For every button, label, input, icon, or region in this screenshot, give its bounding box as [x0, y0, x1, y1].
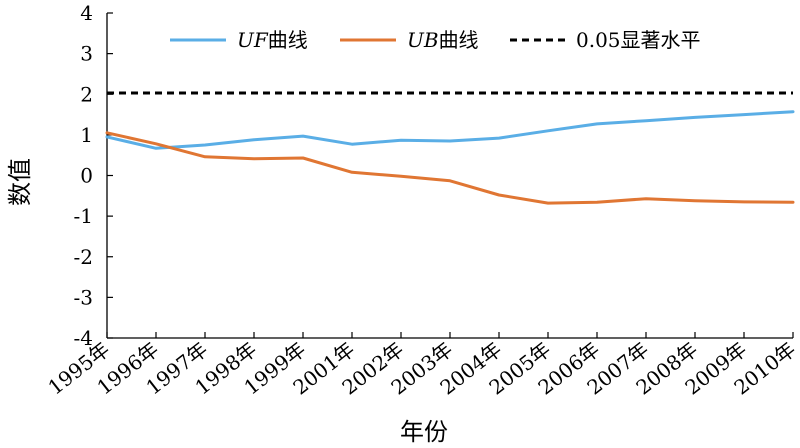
plot-area [105, 91, 795, 205]
y-tick-label: -4 [74, 326, 93, 350]
y-tick-label: 3 [80, 42, 93, 66]
legend-label-0: UF曲线 [237, 28, 308, 52]
y-tick-label: 4 [80, 1, 93, 25]
series-line-0 [105, 110, 795, 150]
x-axis-title: 年份 [400, 418, 448, 446]
y-tick-label: 0 [80, 164, 93, 188]
y-tick-label: -2 [74, 245, 93, 269]
series-line-1 [105, 131, 795, 205]
legend: UF曲线 UB曲线 0.05显著水平 [170, 28, 701, 52]
legend-label-1: UB曲线 [407, 28, 479, 52]
y-axis-title: 数值 [6, 158, 34, 206]
y-tick-label: -3 [74, 285, 93, 309]
y-tick-label: 2 [80, 82, 93, 106]
y-tick-label: -1 [74, 204, 93, 228]
y-tick-label: 1 [80, 123, 93, 147]
legend-label-2: 0.05显著水平 [576, 28, 701, 52]
